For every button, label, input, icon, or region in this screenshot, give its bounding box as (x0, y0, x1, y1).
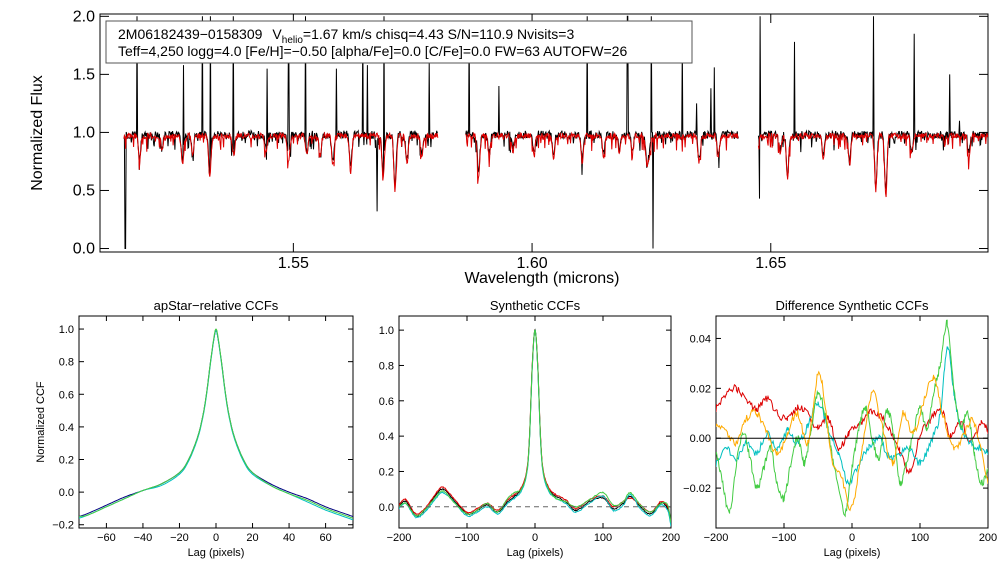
annotation-frame (105, 20, 693, 64)
y-tick-label: 2.0 (73, 8, 95, 25)
y-tick-label: 0.2 (379, 466, 394, 478)
synthetic-ccf-title: Synthetic CCFs (490, 298, 581, 313)
annotation-star-id: 2M06182439−0158309 (118, 26, 263, 42)
y-tick-label: 1.5 (73, 66, 95, 83)
y-tick-label: 0.6 (59, 389, 74, 401)
ccf-series-visit-3 (79, 328, 353, 519)
series-model (123, 131, 988, 198)
y-tick-label: 0.00 (690, 433, 711, 445)
x-tick-label: 0 (213, 532, 219, 544)
apstar-ccf-ticks: −60 −40 −20 0 20 40 60 −0.2 0.0 0.2 0.4 0.6 0.8 1.0 (52, 316, 353, 544)
x-tick-label: −20 (170, 532, 189, 544)
y-tick-label: −0.02 (683, 483, 711, 495)
y-tick-label: 1.0 (379, 325, 394, 337)
ccf-series-visit-3 (399, 329, 671, 523)
x-tick-label: −200 (387, 532, 412, 544)
annotation-line-1-rest: =1.67 km/s chisq=4.43 S/N=110.9 Nvisits=… (303, 26, 575, 42)
ccf-series-visit-2 (79, 330, 353, 521)
x-tick-label: −40 (134, 532, 153, 544)
y-tick-label: 1.0 (59, 324, 74, 336)
x-tick-label: 100 (911, 532, 929, 544)
annotation-line-2: Teff=4,250 logg=4.0 [Fe/H]=−0.50 [alpha/… (118, 43, 627, 59)
x-tick-label: 0 (849, 532, 855, 544)
difference-ccf-data (716, 319, 988, 518)
model-spectrum-chip-3 (757, 131, 988, 198)
annotation-vhelio-label: V (272, 26, 282, 42)
ccf-series-diff-1 (716, 383, 988, 475)
y-tick-label: 0.0 (379, 502, 394, 514)
x-tick-label: 0 (532, 532, 538, 544)
x-tick-label: 1.60 (516, 255, 547, 272)
ccf-series-diff-3 (716, 319, 988, 518)
spectrum-y-label: Normalized Flux (29, 75, 46, 191)
y-tick-label: 0.6 (379, 396, 394, 408)
spectrum-panel: 1.55 1.60 1.65 0.0 0.5 1.0 1.5 2.0 Wavelength (… (29, 8, 989, 287)
y-tick-label: −0.2 (52, 520, 74, 532)
spectrum-data (123, 15, 988, 249)
ccf-series-diff-4 (716, 370, 988, 512)
y-tick-label: 0.2 (59, 455, 74, 467)
annotation-vhelio-sub: helio (282, 35, 304, 46)
annotation-line-1: 2M06182439−0158309 Vhelio=1.67 km/s chisq… (118, 26, 574, 46)
difference-ccf-ticks: −200 −100 0 100 200 −0.02 0.00 0.02 0.04 (683, 316, 997, 544)
synthetic-ccf-ticks: −200 −100 0 100 200 0.0 0.2 0.4 0.6 0.8 1.0 (379, 316, 680, 544)
y-tick-label: 0.5 (73, 182, 95, 199)
model-spectrum-chip-1 (123, 131, 439, 193)
apstar-ccf-data (79, 328, 353, 521)
x-tick-label: 200 (662, 532, 680, 544)
x-tick-label: 40 (283, 532, 295, 544)
x-tick-label: 60 (319, 532, 331, 544)
x-tick-label: −100 (772, 532, 797, 544)
y-tick-label: 0.4 (379, 431, 394, 443)
spectrum-ticks: 1.55 1.60 1.65 0.0 0.5 1.0 1.5 2.0 (73, 8, 988, 272)
ccf-series-total (399, 328, 671, 525)
x-tick-label: 200 (979, 532, 997, 544)
difference-ccf-title: Difference Synthetic CCFs (776, 298, 929, 313)
apstar-ccf-x-label: Lag (pixels) (188, 547, 245, 559)
apstar-ccf-title: apStar−relative CCFs (154, 298, 279, 313)
y-tick-label: 0.8 (59, 357, 74, 369)
x-tick-label: −100 (455, 532, 480, 544)
y-tick-label: 0.0 (73, 241, 95, 258)
y-tick-label: 1.0 (73, 124, 95, 141)
apstar-ccf-panel: −60 −40 −20 0 20 40 60 −0.2 0.0 0.2 0.4 0.6 0.8 1.0 a… (35, 298, 354, 559)
x-tick-label: 1.65 (755, 255, 786, 272)
apstar-ccf-axes-frame (78, 315, 354, 529)
x-tick-label: 1.55 (278, 255, 309, 272)
apstar-ccf-y-label: Normalized CCF (35, 381, 47, 463)
synthetic-ccf-data (399, 328, 671, 527)
ccf-series-visit-1 (79, 330, 353, 518)
y-tick-label: 0.02 (690, 383, 711, 395)
model-spectrum-chip-2 (465, 131, 739, 184)
x-tick-label: 20 (246, 532, 258, 544)
difference-ccf-panel: −200 −100 0 100 200 −0.02 0.00 0.02 0.04 Differe… (683, 298, 997, 559)
y-tick-label: 0.8 (379, 360, 394, 372)
y-tick-label: 0.0 (59, 487, 74, 499)
x-tick-label: −60 (97, 532, 116, 544)
x-tick-label: 100 (594, 532, 612, 544)
x-tick-label: −200 (704, 532, 729, 544)
synthetic-ccf-x-label: Lag (pixels) (507, 547, 564, 559)
y-tick-label: 0.4 (59, 422, 74, 434)
y-tick-label: 0.04 (690, 333, 711, 345)
difference-ccf-x-label: Lag (pixels) (824, 547, 881, 559)
spectrum-x-label: Wavelength (microns) (464, 270, 619, 287)
synthetic-ccf-panel: −200 −100 0 100 200 0.0 0.2 0.4 0.6 0.8 1.0 Synthe… (379, 298, 680, 559)
spectrum-annotation-box: 2M06182439−0158309 Vhelio=1.67 km/s chisq… (105, 20, 693, 64)
